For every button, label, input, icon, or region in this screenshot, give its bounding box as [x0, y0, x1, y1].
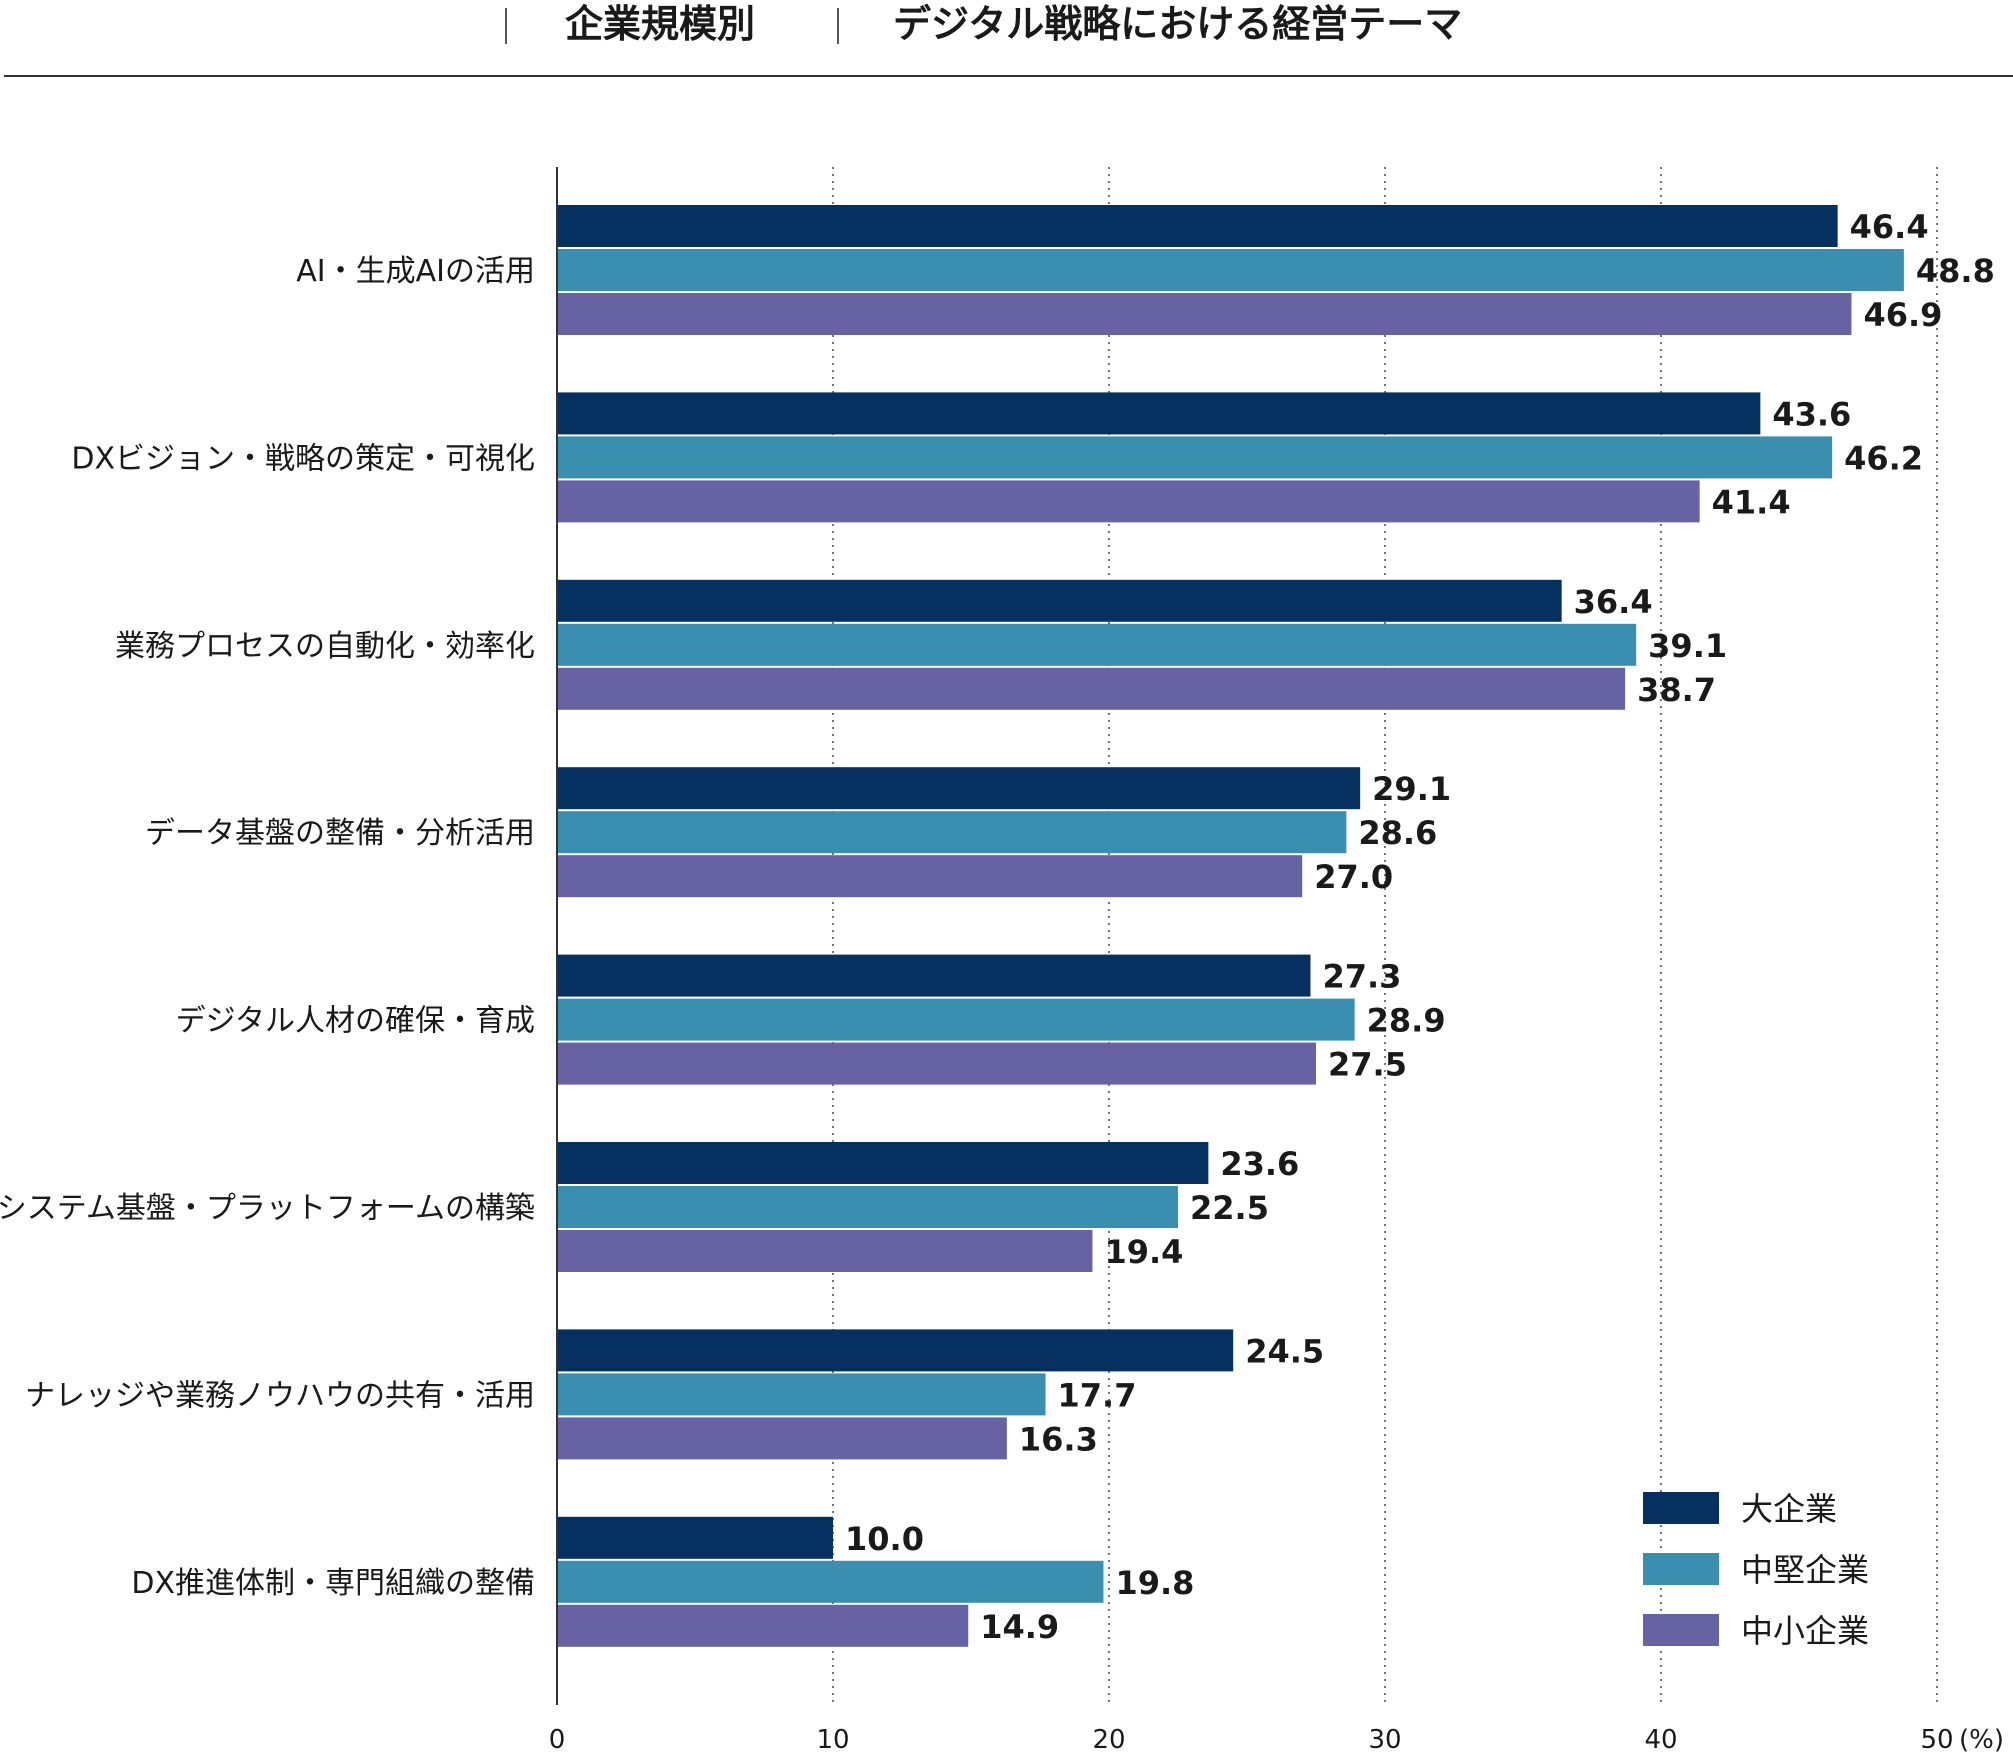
- data-label: 10.0: [845, 1520, 924, 1558]
- bar-large: [557, 392, 1761, 435]
- data-label: 39.1: [1648, 627, 1727, 665]
- data-label: 38.7: [1637, 671, 1716, 709]
- bar-small: [557, 1042, 1316, 1085]
- bar-mid: [557, 436, 1833, 479]
- legend-label: 中小企業: [1741, 1612, 1869, 1650]
- data-label: 27.3: [1322, 958, 1401, 996]
- category-label: ナレッジや業務ノウハウの共有・活用: [25, 1378, 535, 1413]
- bar-mid: [557, 623, 1637, 666]
- data-label: 29.1: [1372, 770, 1451, 808]
- header-group-label: 企業規模別: [565, 2, 756, 46]
- legend-swatch-large: [1643, 1492, 1719, 1524]
- bar-mid: [557, 249, 1904, 291]
- data-label: 43.6: [1772, 395, 1851, 433]
- data-label: 19.4: [1104, 1233, 1183, 1271]
- bar-large: [557, 205, 1838, 247]
- bar-small: [557, 1230, 1093, 1272]
- x-tick-label: 0: [549, 1725, 566, 1753]
- header-rule: [4, 75, 2013, 77]
- bar-large: [557, 1516, 833, 1559]
- x-unit-label: (%): [1959, 1725, 2004, 1753]
- bar-large: [557, 954, 1311, 997]
- legend-label: 大企業: [1741, 1490, 1837, 1528]
- data-label: 46.2: [1844, 439, 1923, 477]
- category-label: デジタル人材の確保・育成: [176, 1004, 535, 1039]
- bar-large: [557, 579, 1562, 622]
- data-label: 36.4: [1574, 583, 1653, 621]
- data-label: 28.9: [1367, 1002, 1446, 1040]
- bar-mid: [557, 998, 1355, 1041]
- bar-large: [557, 1329, 1234, 1372]
- chart-title: デジタル戦略における経営テーマ: [893, 2, 1463, 46]
- data-label: 27.5: [1328, 1046, 1407, 1084]
- bar-mid: [557, 1373, 1046, 1416]
- category-label: システム基盤・プラットフォームの構築: [0, 1191, 535, 1226]
- x-tick-label: 50: [1920, 1725, 1953, 1753]
- category-label: AI・生成AIの活用: [296, 254, 535, 289]
- data-label: 28.6: [1358, 814, 1437, 852]
- x-tick-label: 40: [1644, 1725, 1677, 1753]
- legend-label: 中堅企業: [1741, 1551, 1869, 1589]
- data-label: 23.6: [1220, 1145, 1299, 1183]
- data-label: 46.9: [1863, 296, 1942, 334]
- data-label: 46.4: [1850, 208, 1929, 246]
- header-separator: [505, 8, 507, 44]
- data-label: 16.3: [1019, 1420, 1098, 1458]
- bar-large: [557, 767, 1361, 810]
- data-label: 14.9: [980, 1608, 1059, 1646]
- bar-small: [557, 293, 1852, 335]
- bar-mid: [557, 811, 1347, 854]
- category-label: データ基盤の整備・分析活用: [145, 816, 535, 851]
- chart-header: 企業規模別 デジタル戦略における経営テーマ: [0, 0, 2013, 80]
- bar-small: [557, 480, 1700, 523]
- category-label: DXビジョン・戦略の策定・可視化: [71, 441, 535, 476]
- data-label: 24.5: [1245, 1332, 1324, 1370]
- bar-small: [557, 1604, 969, 1647]
- bar-small: [557, 667, 1626, 710]
- bar-mid: [557, 1186, 1178, 1228]
- x-tick-label: 20: [1092, 1725, 1125, 1753]
- bar-small: [557, 1417, 1007, 1460]
- legend-swatch-mid: [1643, 1553, 1719, 1585]
- x-tick-label: 30: [1368, 1725, 1401, 1753]
- bar-mid: [557, 1560, 1104, 1603]
- bar-small: [557, 855, 1303, 898]
- data-label: 41.4: [1712, 483, 1791, 521]
- category-label: DX推進体制・専門組織の整備: [131, 1566, 535, 1601]
- data-label: 22.5: [1190, 1189, 1269, 1227]
- bar-large: [557, 1142, 1209, 1184]
- x-tick-label: 10: [816, 1725, 849, 1753]
- data-label: 27.0: [1314, 858, 1393, 896]
- category-label: 業務プロセスの自動化・効率化: [115, 629, 535, 664]
- legend-swatch-small: [1643, 1614, 1719, 1646]
- data-label: 48.8: [1916, 252, 1995, 290]
- data-label: 19.8: [1115, 1564, 1194, 1602]
- header-separator: [837, 8, 839, 44]
- data-label: 17.7: [1058, 1376, 1137, 1414]
